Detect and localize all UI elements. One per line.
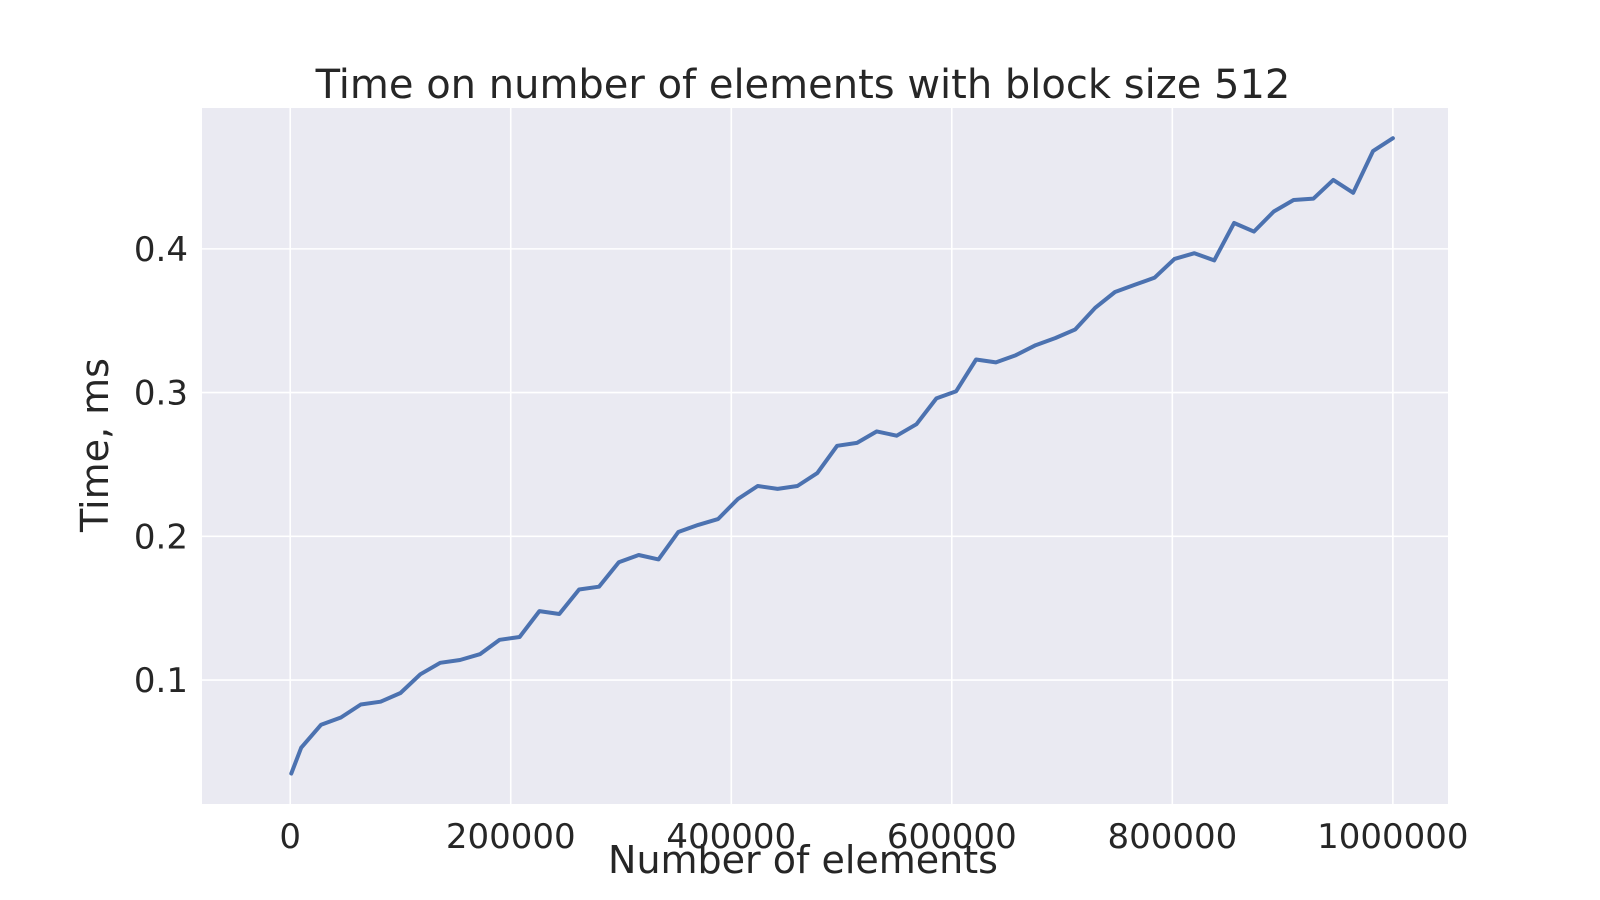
- x-tick-label: 800000: [1107, 817, 1237, 857]
- chart-title: Time on number of elements with block si…: [315, 62, 1291, 108]
- x-gridlines: [289, 108, 1394, 804]
- x-tick-label: 0: [279, 817, 301, 857]
- x-tick-label: 600000: [887, 817, 1017, 857]
- series-line-0: [289, 136, 1395, 776]
- x-tick-label: 1000000: [1317, 817, 1468, 857]
- y-tick-label: 0.4: [134, 230, 188, 270]
- y-gridlines: [202, 248, 1448, 681]
- y-tick-labels: 0.1 0.2 0.3 0.4: [134, 230, 188, 701]
- y-tick-label: 0.2: [134, 517, 188, 557]
- y-axis-label: Time, ms: [73, 358, 117, 533]
- y-tick-label: 0.3: [134, 374, 188, 414]
- x-tick-label: 200000: [446, 817, 576, 857]
- y-tick-label: 0.1: [134, 661, 188, 701]
- x-axis-label: Number of elements: [608, 838, 998, 882]
- x-tick-label: 400000: [666, 817, 796, 857]
- series-layer: [289, 136, 1395, 776]
- x-tick-labels: 0 200000 400000 600000 800000 1000000: [279, 817, 1468, 857]
